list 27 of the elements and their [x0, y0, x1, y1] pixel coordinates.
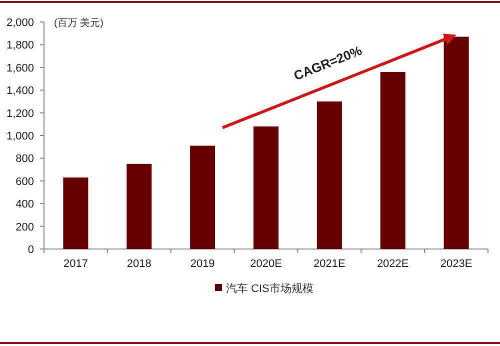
- x-tick-label: 2023E: [440, 258, 472, 270]
- y-axis-title: (百万 美元): [54, 17, 104, 29]
- y-tick-label: 2,000: [6, 17, 34, 29]
- x-tick-label: 2018: [126, 258, 152, 270]
- y-tick-label: 0: [28, 244, 34, 256]
- bar: [316, 101, 342, 249]
- bar: [380, 72, 406, 249]
- bar: [126, 164, 152, 249]
- y-tick-label: 1,200: [6, 108, 34, 120]
- bar: [444, 36, 469, 249]
- bar: [254, 126, 278, 249]
- x-tick-label: 2019: [190, 258, 215, 270]
- x-tick-label: 2022E: [376, 258, 409, 270]
- x-tick-label: 2020E: [250, 258, 282, 270]
- bar: [63, 177, 88, 249]
- y-tick-label: 600: [16, 176, 34, 188]
- bar: [190, 146, 216, 249]
- x-tick-label: 2017: [63, 258, 88, 270]
- y-tick-label: 400: [16, 198, 34, 211]
- y-tick-label: 1,600: [6, 62, 34, 74]
- y-tick-label: 200: [16, 221, 34, 234]
- y-tick-label: 1,800: [6, 40, 34, 52]
- y-tick-label: 800: [16, 153, 34, 166]
- x-tick-label: 2021E: [314, 258, 346, 270]
- y-tick-label: 1,000: [6, 130, 34, 142]
- legend-label: 汽车 CIS市场规模: [226, 282, 314, 295]
- y-tick-label: 1,400: [6, 85, 34, 98]
